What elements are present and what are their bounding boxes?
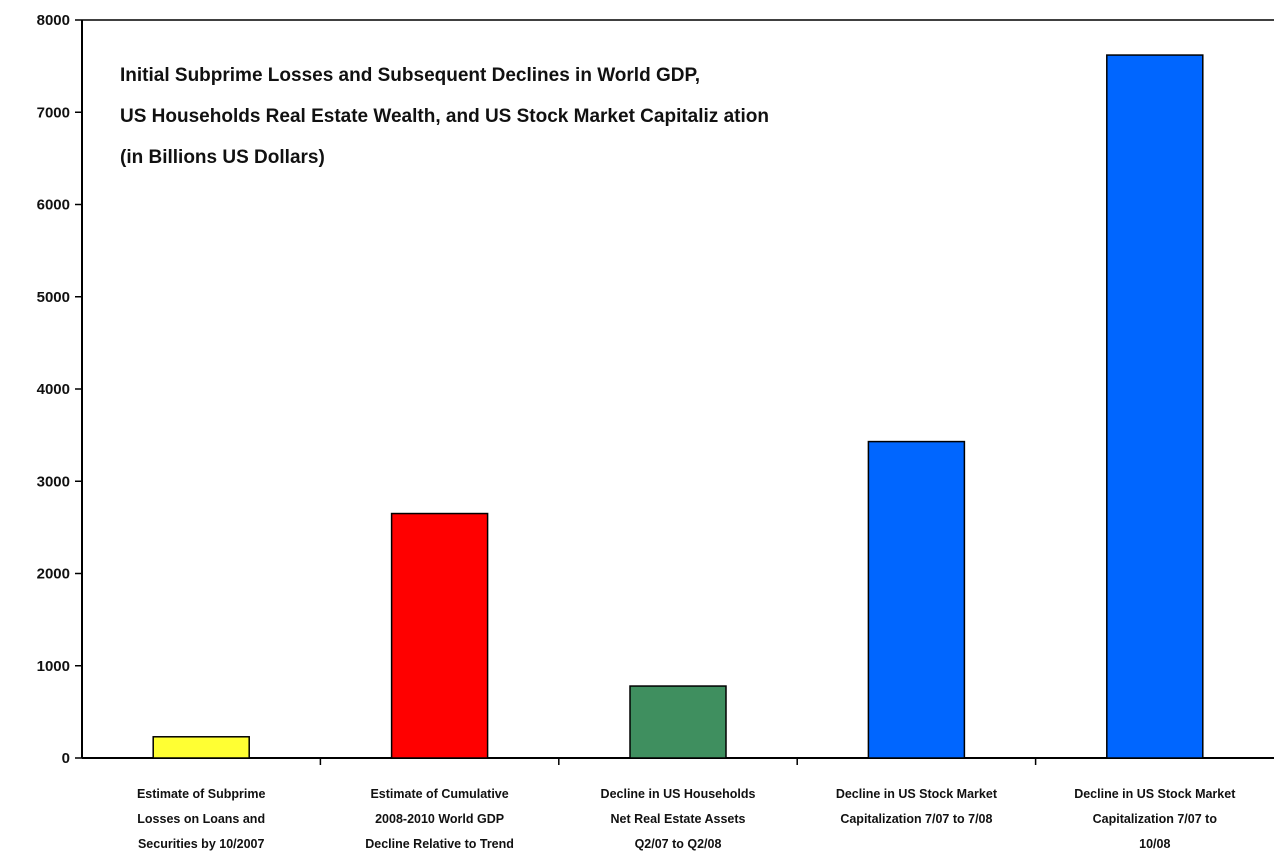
category-label-line: Capitalization 7/07 to 7/08 <box>840 812 992 826</box>
category-label-line: Net Real Estate Assets <box>610 812 745 826</box>
title-line-3: (in Billions US Dollars) <box>120 147 325 168</box>
category-label-line: 2008-2010 World GDP <box>375 812 504 826</box>
bar-1 <box>152 736 250 759</box>
category-label-line: Decline in US Stock Market <box>1074 787 1236 801</box>
chart-title: Initial Subprime Losses and Subsequent D… <box>120 65 769 168</box>
category-label-line: Capitalization 7/07 to <box>1093 812 1218 826</box>
title-line-1: Initial Subprime Losses and Subsequent D… <box>120 65 700 86</box>
bar-2 <box>390 512 489 759</box>
y-tick-label: 7000 <box>37 104 70 121</box>
category-label-line: Decline in US Households <box>601 787 756 801</box>
category-label-line: Securities by 10/2007 <box>138 837 265 851</box>
category-label-5: Decline in US Stock Market Capitalization… <box>1074 787 1236 851</box>
category-label-line: Q2/07 to Q2/08 <box>635 837 722 851</box>
category-label-1: Estimate of Subprime Losses on Loans and S… <box>137 787 266 851</box>
y-tick-label: 0 <box>62 750 70 767</box>
category-labels: Estimate of Subprime Losses on Loans and S… <box>137 787 1236 851</box>
category-label-line: Decline Relative to Trend <box>365 837 514 851</box>
bars <box>152 54 1204 759</box>
category-label-line: Estimate of Cumulative <box>370 787 508 801</box>
y-tick-label: 6000 <box>37 197 70 214</box>
category-label-line: Decline in US Stock Market <box>836 787 998 801</box>
title-line-2: US Households Real Estate Wealth, and US… <box>120 106 769 127</box>
y-tick-label: 8000 <box>37 12 70 29</box>
bar-5 <box>1106 54 1204 759</box>
y-axis: 0 1000 2000 3000 4000 5000 6000 7000 8000 <box>37 12 1274 767</box>
category-label-2: Estimate of Cumulative 2008-2010 World GD… <box>365 787 514 851</box>
x-axis <box>82 757 1274 765</box>
y-tick-label: 5000 <box>37 289 70 306</box>
y-tick-label: 3000 <box>37 473 70 490</box>
category-label-line: Estimate of Subprime <box>137 787 266 801</box>
y-tick-label: 1000 <box>37 658 70 675</box>
bar-3 <box>629 685 727 759</box>
category-label-4: Decline in US Stock Market Capitalization… <box>836 787 998 826</box>
category-label-line: Losses on Loans and <box>137 812 265 826</box>
category-label-line: 10/08 <box>1139 837 1170 851</box>
y-tick-label: 2000 <box>37 566 70 583</box>
bar-4 <box>867 440 966 759</box>
y-tick-label: 4000 <box>37 381 70 398</box>
category-label-3: Decline in US Households Net Real Estate … <box>601 787 756 851</box>
